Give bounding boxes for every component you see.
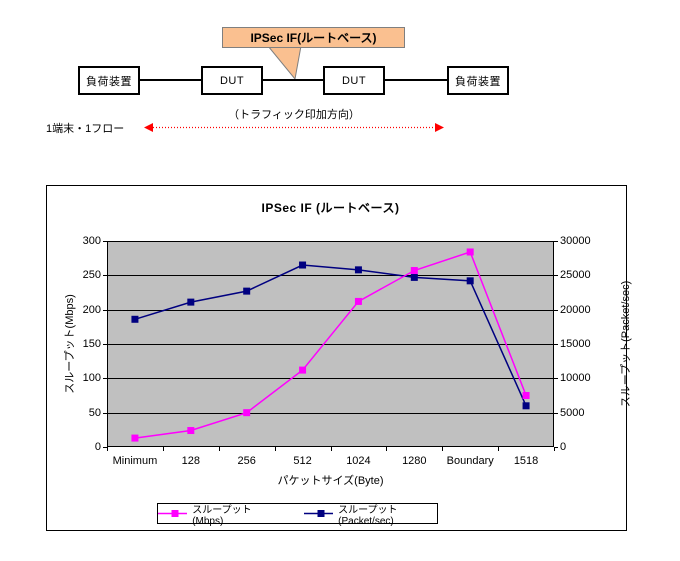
load-device-label: 負荷装置 [86,75,132,88]
y-tick-label-right: 25000 [560,269,591,282]
dut-label: DUT [341,74,367,87]
data-point-marker [131,315,139,323]
x-axis-title: パケットサイズ(Byte) [277,475,384,487]
plot-area [103,241,558,451]
series-line-right [134,264,527,407]
x-tick-label: 256 [237,455,256,467]
x-tick-label: 128 [181,455,200,467]
data-point-marker [187,298,195,306]
legend-item: スループット(Packet/sec) [303,501,437,527]
ipsec-callout-label: IPSec IF(ルートベース) [250,31,377,45]
data-point-marker [466,248,474,256]
y-tick-label-right: 15000 [560,338,591,350]
load-device-box-left: 負荷装置 [78,66,140,95]
diagram-connectors [140,45,447,132]
y-tick-label-right: 0 [560,441,567,453]
data-point-marker [466,277,474,285]
data-point-marker [410,273,418,281]
chart-legend: スループット(Mbps) スループット(Packet/sec) [157,501,438,527]
load-device-label: 負荷装置 [455,75,501,88]
data-point-marker [354,297,362,305]
data-point-marker [522,392,530,399]
x-tick-label: 512 [293,455,312,467]
data-point-marker [354,266,362,274]
topology-diagram: IPSec IF(ルートベース) 負荷装置 DUT DUT 負荷装置 1端末・1… [0,0,680,170]
x-tick-label: 1518 [513,455,539,467]
data-point-marker [243,409,251,417]
data-point-marker [410,267,418,275]
dut-label: DUT [219,74,245,87]
y-tick-label-left: 250 [82,269,101,282]
x-tick-label: 1280 [402,455,427,467]
traffic-arrow-left-head [144,123,153,132]
y-tick-label-right: 30000 [560,235,591,247]
legend-item: スループット(Mbps) [158,501,270,527]
y-axis-right-title: スループット(Packet/sec) [620,280,632,408]
data-point-marker [243,287,251,295]
y-tick-label-left: 0 [94,441,101,453]
ipsec-callout: IPSec IF(ルートベース) [222,27,405,48]
legend-marker-icon [303,510,334,517]
chart-title: IPSec IF (ルートベース) [261,201,400,215]
y-axis-left-title: スループット(Mbps) [64,294,76,394]
data-point-marker [522,402,530,410]
y-tick-label-left: 150 [82,338,101,350]
legend-label: スループット(Packet/sec) [338,504,398,527]
load-device-box-right: 負荷装置 [447,66,509,95]
x-tick-label: Boundary [446,455,494,467]
data-point-marker [187,427,195,435]
data-point-marker [131,434,139,442]
legend-label: スループット(Mbps) [192,504,252,527]
data-point-marker [299,261,307,269]
throughput-chart: IPSec IF (ルートベース) 0 50 100 150 200 250 300 0 50… [46,185,632,531]
y-tick-label-left: 100 [82,372,101,385]
y-tick-label-right: 5000 [560,406,585,419]
y-tick-label-left: 50 [88,406,101,419]
traffic-arrow-right-head [435,123,444,132]
data-point-marker [299,366,307,374]
flow-label: 1端末・1フロー [46,123,125,135]
y-tick-label-left: 300 [82,235,101,247]
x-tick-label: 1024 [346,455,371,467]
dut-box-right: DUT [323,66,385,95]
y-tick-label-left: 200 [82,303,101,316]
legend-marker-icon [158,510,188,517]
x-tick-label: Minimum [112,455,158,467]
dut-box-left: DUT [201,66,263,95]
traffic-direction-label: （トラフィック印加方向） [228,109,360,121]
series-line-left [134,251,527,439]
y-tick-label-right: 20000 [560,303,591,316]
y-tick-label-right: 10000 [560,372,591,385]
callout-tail [266,45,302,81]
